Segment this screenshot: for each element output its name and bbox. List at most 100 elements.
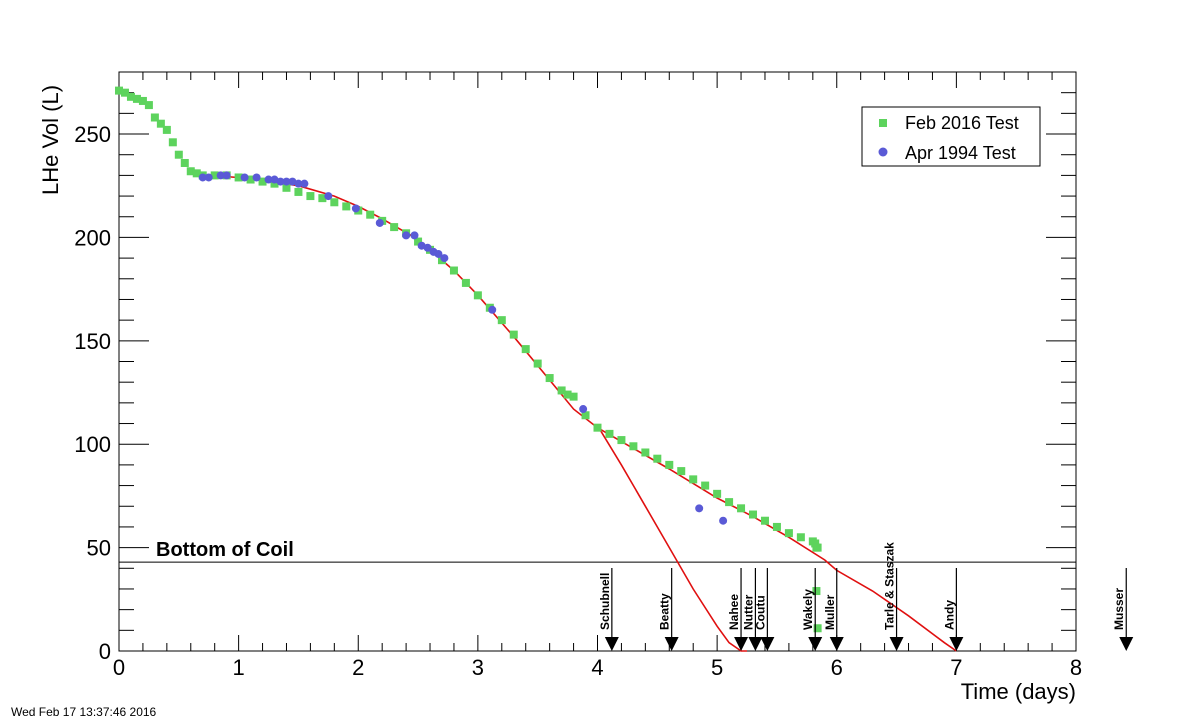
- x-tick-label: 4: [591, 655, 603, 680]
- legend-box: [861, 106, 1041, 167]
- feb2016-point: [234, 173, 243, 182]
- event-label: Schubnell: [598, 573, 612, 630]
- feb2016-point: [737, 504, 746, 513]
- x-tick-label: 7: [950, 655, 962, 680]
- feb2016-point: [812, 587, 821, 596]
- apr1994-point: [222, 171, 231, 180]
- feb2016-point: [509, 330, 518, 339]
- feb2016-point: [120, 88, 129, 97]
- feb2016-point: [569, 392, 578, 401]
- apr1994-point: [252, 173, 261, 182]
- event-marker: Andy: [942, 568, 964, 651]
- feb2016-point: [784, 529, 793, 538]
- feb2016-point: [665, 460, 674, 469]
- event-label: Tarle & Staszak: [883, 542, 897, 630]
- event-label: Nutter: [741, 594, 755, 630]
- legend: Feb 2016 Test Apr 1994 Test: [861, 106, 1041, 167]
- feb2016-point: [521, 345, 530, 354]
- fit-curve-4: [596, 425, 747, 652]
- x-tick-label: 6: [831, 655, 843, 680]
- feb2016-point: [605, 429, 614, 438]
- event-arrow-head: [889, 637, 904, 651]
- feb2016-point: [653, 454, 662, 463]
- feb2016-point: [557, 386, 566, 395]
- apr1994-point: [276, 177, 285, 186]
- event-marker: Tarle & Staszak: [883, 542, 904, 651]
- apr1994-point: [282, 177, 291, 186]
- feb2016-point: [677, 467, 686, 476]
- event-label: Wakely: [801, 589, 815, 630]
- event-marker: Muller: [823, 568, 844, 651]
- feb2016-point: [270, 179, 279, 188]
- apr1994-point: [351, 204, 360, 213]
- feb2016-point: [156, 119, 165, 128]
- feb2016-point: [294, 187, 303, 196]
- event-label: Nahee: [727, 594, 741, 630]
- feb2016-point: [318, 194, 327, 203]
- event-arrow-head: [734, 637, 749, 651]
- apr1994-point: [719, 516, 728, 525]
- legend-swatch-feb2016: [879, 119, 887, 127]
- feb2016-point: [180, 158, 189, 167]
- feb2016-point: [330, 198, 339, 207]
- feb2016-point: [306, 192, 315, 201]
- apr1994-point: [423, 243, 432, 252]
- feb2016-point: [725, 498, 734, 507]
- apr1994-point: [300, 179, 309, 188]
- apr1994-point: [294, 179, 303, 188]
- feb2016-point: [192, 169, 201, 178]
- feb2016-point: [581, 411, 590, 420]
- feb2016-point: [390, 223, 399, 232]
- reference-line-group: Bottom of Coil: [119, 539, 1076, 563]
- feb2016-point: [533, 359, 542, 368]
- x-tick-label: 5: [711, 655, 723, 680]
- timestamp: Wed Feb 17 13:37:46 2016: [11, 705, 157, 719]
- event-arrow-head: [604, 637, 619, 651]
- y-tick-label: 150: [74, 329, 111, 354]
- feb2016-point: [210, 171, 219, 180]
- feb2016-point: [150, 113, 159, 122]
- feb2016-point: [342, 202, 351, 211]
- feb2016-point: [138, 96, 147, 105]
- y-axis-title: LHe Vol (L): [38, 85, 63, 195]
- legend-swatch-apr1994: [878, 147, 888, 157]
- event-label: Andy: [942, 600, 956, 630]
- feb2016-point: [473, 291, 482, 300]
- feb2016-point: [701, 481, 710, 490]
- event-arrow-head: [664, 637, 679, 651]
- feb2016-point: [749, 510, 758, 519]
- feb2016-point: [162, 125, 171, 134]
- y-tick-label: 250: [74, 122, 111, 147]
- y-tick-label: 0: [99, 639, 111, 664]
- feb2016-point: [282, 183, 291, 192]
- feb2016-point: [246, 175, 255, 184]
- x-tick-label: 8: [1070, 655, 1082, 680]
- event-marker: Beatty: [658, 568, 679, 651]
- feb2016-point: [760, 516, 769, 525]
- feb2016-point: [414, 237, 423, 246]
- apr1994-point: [488, 305, 497, 314]
- feb2016-point: [813, 624, 822, 633]
- feb2016-point: [813, 543, 822, 552]
- apr1994-point: [434, 249, 443, 258]
- feb2016-point: [689, 475, 698, 484]
- feb2016-point: [168, 138, 177, 147]
- x-axis-title: Time (days): [961, 679, 1076, 704]
- feb2016-point: [617, 436, 626, 445]
- event-arrow-head: [760, 637, 775, 651]
- feb2016-point: [497, 316, 506, 325]
- feb2016-point: [772, 522, 781, 531]
- event-marker: Musser: [1112, 568, 1134, 651]
- event-marker: Schubnell: [598, 568, 619, 651]
- legend-label-feb2016: Feb 2016 Test: [905, 113, 1019, 133]
- axis-ticks: 0 1 2 3 4 5 6 7 8 0 50 100 150 200 250: [74, 71, 1082, 680]
- event-label: Beatty: [658, 593, 672, 630]
- feb2016-point: [461, 278, 470, 287]
- feb2016-point: [713, 489, 722, 498]
- x-tick-label: 3: [472, 655, 484, 680]
- apr1994-point: [216, 171, 225, 180]
- event-arrow-head: [829, 637, 844, 651]
- apr1994-point: [204, 173, 213, 182]
- feb2016-point: [593, 423, 602, 432]
